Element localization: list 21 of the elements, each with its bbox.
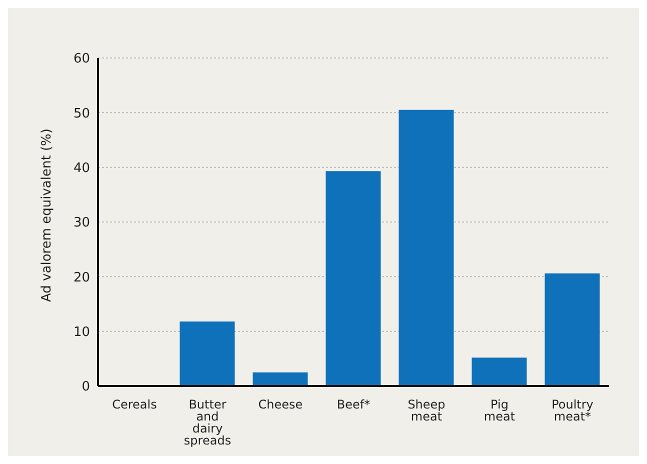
bar xyxy=(472,358,527,386)
y-axis-title: Ad valorem equivalent (%) xyxy=(40,128,55,302)
y-tick-label: 10 xyxy=(73,324,90,340)
bar xyxy=(544,273,600,386)
x-tick-label: Cereals xyxy=(112,398,157,412)
x-tick-label: Poultry meat* xyxy=(552,398,594,424)
x-tick-label: Beef* xyxy=(336,398,370,412)
y-tick-label: 40 xyxy=(73,160,90,176)
y-tick-label: 50 xyxy=(73,106,90,122)
y-tick-label: 30 xyxy=(73,216,90,231)
bar xyxy=(398,110,454,386)
bar xyxy=(326,171,381,386)
x-tick-label: Butter and dairy spreads xyxy=(184,398,232,448)
bar xyxy=(180,321,235,386)
y-tick-label: 20 xyxy=(73,270,90,286)
y-tick-label: 0 xyxy=(82,380,90,395)
x-tick-label: Sheep meat xyxy=(408,398,446,424)
bar xyxy=(252,372,308,386)
x-tick-label: Pig meat xyxy=(484,398,516,424)
y-tick-label: 60 xyxy=(73,52,90,67)
x-tick-label: Cheese xyxy=(258,398,303,412)
